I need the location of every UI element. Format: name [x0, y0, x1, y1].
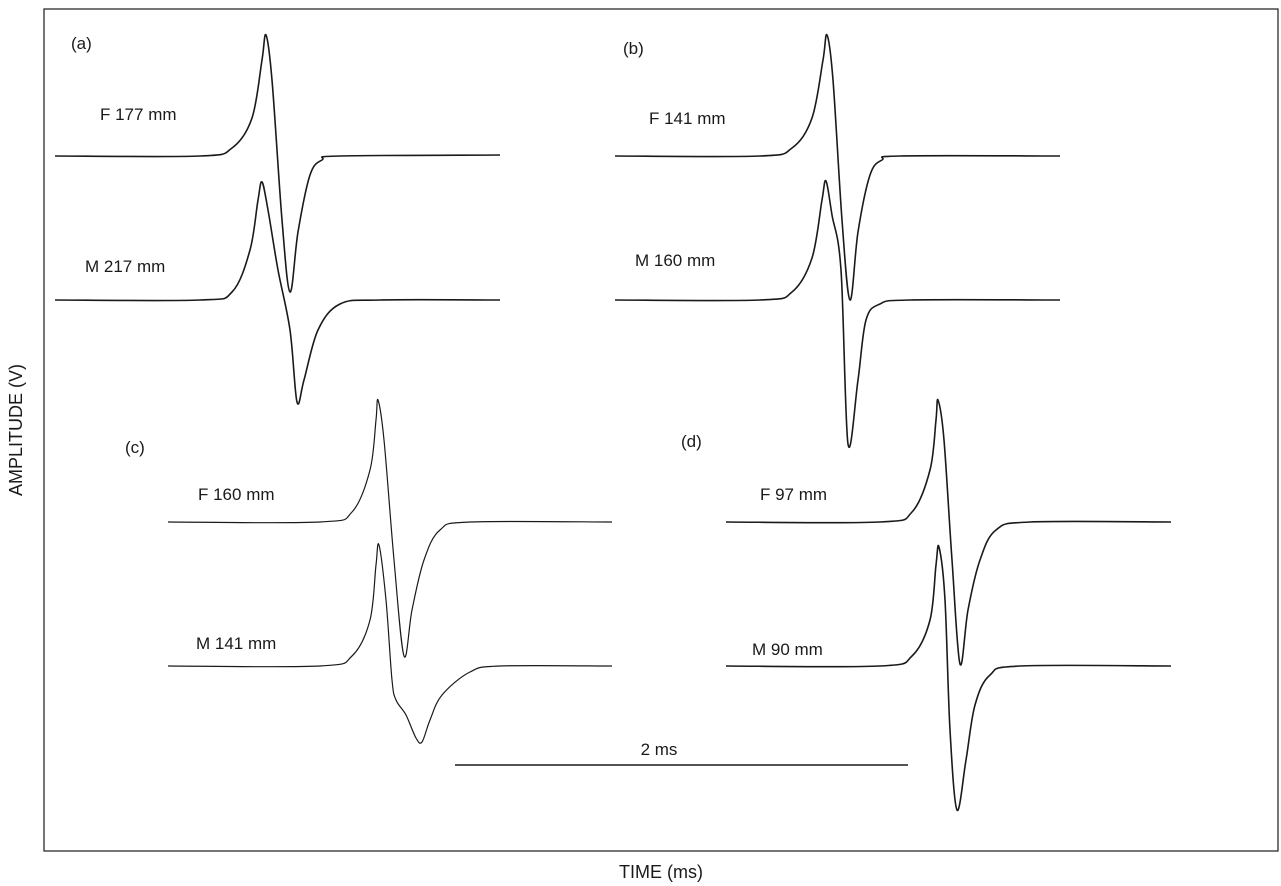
panel-c-f-trace — [168, 399, 612, 657]
panel-c: (c) F 160 mm M 141 mm — [125, 399, 612, 743]
panel-c-id: (c) — [125, 438, 145, 457]
plot-frame — [44, 9, 1278, 851]
scale-bar: 2 ms — [455, 740, 908, 765]
panel-d-f-label: F 97 mm — [760, 485, 827, 504]
panel-c-f-label: F 160 mm — [198, 485, 275, 504]
y-axis-label: AMPLITUDE (V) — [6, 364, 26, 496]
x-axis-label: TIME (ms) — [619, 862, 703, 882]
panel-d: (d) F 97 mm M 90 mm — [681, 399, 1171, 810]
panel-a-m-label: M 217 mm — [85, 257, 165, 276]
panel-b-m-trace — [615, 181, 1060, 448]
panel-a-f-trace — [55, 35, 500, 293]
panel-a-id: (a) — [71, 34, 92, 53]
scale-bar-label: 2 ms — [641, 740, 678, 759]
panel-a: (a) F 177 mm M 217 mm — [55, 34, 500, 404]
panel-d-m-trace — [726, 545, 1171, 810]
panel-b: (b) F 141 mm M 160 mm — [615, 35, 1060, 448]
panel-c-m-label: M 141 mm — [196, 634, 276, 653]
panel-a-m-trace — [55, 182, 500, 404]
panel-b-id: (b) — [623, 39, 644, 58]
panel-b-f-label: F 141 mm — [649, 109, 726, 128]
panel-a-f-label: F 177 mm — [100, 105, 177, 124]
panel-b-m-label: M 160 mm — [635, 251, 715, 270]
panel-d-m-label: M 90 mm — [752, 640, 823, 659]
panel-d-id: (d) — [681, 432, 702, 451]
panel-d-f-trace — [726, 399, 1171, 665]
